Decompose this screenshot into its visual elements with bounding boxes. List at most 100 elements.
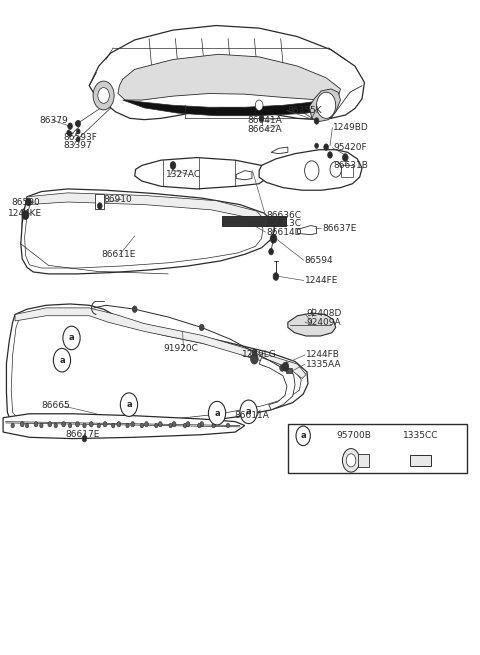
Circle shape [69, 423, 72, 428]
Circle shape [54, 423, 58, 428]
Bar [96, 194, 104, 208]
Circle shape [155, 423, 158, 428]
Circle shape [270, 234, 277, 243]
Text: 86613C: 86613C [266, 219, 301, 228]
Circle shape [63, 326, 80, 350]
Text: 86910: 86910 [104, 195, 132, 204]
Circle shape [93, 81, 114, 110]
Polygon shape [271, 147, 288, 154]
Circle shape [140, 423, 144, 428]
Circle shape [11, 423, 14, 428]
Circle shape [317, 92, 336, 119]
Text: a: a [300, 432, 306, 440]
Circle shape [172, 422, 176, 427]
Polygon shape [288, 313, 336, 336]
Circle shape [269, 248, 274, 255]
Circle shape [315, 143, 319, 149]
Bar [358, 454, 369, 467]
Circle shape [76, 121, 81, 127]
Circle shape [103, 422, 107, 427]
Text: 86636C: 86636C [266, 210, 301, 219]
Circle shape [98, 88, 109, 103]
Text: 1244KE: 1244KE [8, 209, 42, 217]
Polygon shape [259, 150, 362, 190]
Circle shape [82, 436, 87, 442]
Polygon shape [123, 100, 326, 116]
Circle shape [97, 423, 100, 428]
Polygon shape [21, 189, 275, 274]
Circle shape [158, 422, 162, 427]
Circle shape [259, 115, 264, 122]
Circle shape [48, 422, 52, 427]
Circle shape [305, 161, 319, 180]
Circle shape [126, 423, 129, 428]
Circle shape [327, 152, 332, 159]
Circle shape [34, 422, 38, 427]
Text: 95700B: 95700B [336, 432, 371, 440]
Circle shape [132, 306, 137, 312]
Text: 86631B: 86631B [333, 161, 368, 170]
Circle shape [53, 348, 71, 372]
Circle shape [120, 393, 138, 417]
Circle shape [346, 454, 356, 467]
Text: a: a [246, 407, 252, 417]
Circle shape [282, 362, 289, 371]
Circle shape [255, 100, 263, 111]
Polygon shape [236, 171, 252, 179]
Circle shape [251, 354, 258, 364]
Text: 1249BD: 1249BD [333, 123, 369, 132]
Circle shape [314, 118, 319, 124]
Polygon shape [27, 193, 266, 224]
Circle shape [97, 202, 102, 209]
Circle shape [183, 423, 187, 428]
Circle shape [280, 365, 285, 371]
Circle shape [68, 123, 72, 130]
Text: 83397: 83397 [63, 141, 92, 150]
Bar [222, 216, 287, 225]
Text: 92408D: 92408D [306, 309, 341, 318]
Bar [410, 455, 431, 466]
Text: a: a [59, 356, 65, 365]
Bar [288, 424, 468, 473]
Text: 86355K: 86355K [288, 106, 323, 115]
Circle shape [117, 422, 121, 427]
Polygon shape [135, 158, 269, 189]
Circle shape [25, 198, 31, 206]
Circle shape [76, 129, 80, 134]
Circle shape [75, 121, 79, 126]
Polygon shape [15, 308, 306, 379]
Text: 86642A: 86642A [247, 125, 282, 134]
Text: 86590: 86590 [11, 198, 40, 206]
Polygon shape [6, 304, 308, 431]
Text: 1244FE: 1244FE [305, 276, 338, 285]
Circle shape [324, 144, 328, 151]
Circle shape [67, 130, 71, 136]
Text: a: a [69, 333, 74, 343]
Text: a: a [126, 400, 132, 409]
Circle shape [252, 349, 257, 356]
Polygon shape [259, 358, 295, 410]
Circle shape [76, 137, 80, 142]
Circle shape [68, 132, 72, 137]
Circle shape [186, 422, 190, 427]
Text: 86614D: 86614D [266, 227, 302, 236]
Text: 86593F: 86593F [63, 134, 97, 142]
Text: 1249LG: 1249LG [242, 350, 277, 360]
Text: 95420F: 95420F [333, 143, 367, 152]
Bar [341, 166, 353, 177]
Circle shape [296, 426, 311, 445]
Text: 91920C: 91920C [163, 344, 198, 353]
Text: 1327AC: 1327AC [166, 170, 201, 179]
Circle shape [75, 422, 79, 427]
Circle shape [89, 422, 93, 427]
Text: 86594: 86594 [305, 255, 333, 265]
Circle shape [83, 423, 86, 428]
Text: 86637E: 86637E [323, 224, 357, 233]
Circle shape [342, 449, 360, 472]
Circle shape [273, 272, 279, 280]
Circle shape [25, 423, 29, 428]
Text: 86641A: 86641A [247, 117, 282, 126]
Text: 92409A: 92409A [306, 318, 341, 327]
Polygon shape [22, 193, 104, 253]
Text: 86665: 86665 [41, 402, 70, 411]
